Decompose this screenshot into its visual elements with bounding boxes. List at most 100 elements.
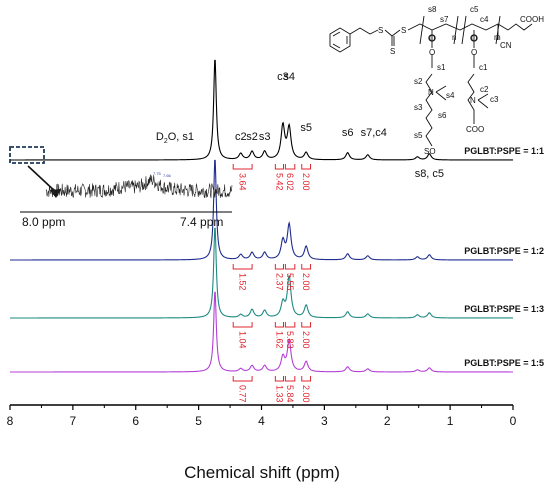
sample-labels: PGLBT:PSPE = 1:1 PGLBT:PSPE = 1:2 PGLBT:PS… bbox=[464, 146, 544, 368]
site-c5: c5 bbox=[470, 5, 479, 14]
integration-bracket bbox=[274, 164, 285, 170]
inset-trace bbox=[45, 174, 233, 199]
x-tick-label: 8 bbox=[7, 414, 14, 428]
ring-mark bbox=[470, 34, 478, 42]
site-c4: c4 bbox=[480, 15, 489, 24]
inset-left-label: 8.0 ppm bbox=[22, 215, 65, 229]
peak-label: s8, c5 bbox=[415, 168, 444, 180]
integration-bracket bbox=[274, 322, 285, 328]
integration-bracket bbox=[232, 164, 253, 170]
x-tick-label: 3 bbox=[321, 414, 328, 428]
integration-value: 2.00 bbox=[301, 273, 311, 291]
spectra-traces bbox=[10, 59, 513, 373]
atom-o2: O bbox=[429, 48, 435, 57]
site-s3: s3 bbox=[414, 103, 423, 112]
integration-value: 6.02 bbox=[285, 173, 295, 191]
atom-cn: CN bbox=[500, 41, 512, 50]
sulfobetaine-chain bbox=[425, 73, 433, 147]
site-s5: s5 bbox=[414, 131, 423, 140]
integration-value: 1.04 bbox=[238, 331, 248, 349]
x-axis: 8 7 6 5 4 3 2 1 0 Chemical shift (ppm) bbox=[7, 404, 517, 482]
peak-label: s2 bbox=[246, 131, 258, 143]
integration-bracket bbox=[284, 164, 296, 170]
integration-value: 2.00 bbox=[301, 385, 311, 403]
integration-value: 2.00 bbox=[301, 173, 311, 191]
spectrum-trace bbox=[10, 159, 513, 261]
sample-label: PGLBT:PSPE = 1:3 bbox=[464, 304, 544, 314]
integration-bracket bbox=[301, 164, 312, 170]
atom-o3: O bbox=[471, 34, 477, 43]
methyl-bond bbox=[435, 91, 447, 101]
site-s6: s6 bbox=[438, 111, 447, 120]
atom-s1: S bbox=[378, 26, 383, 35]
integration-value: 1.33 bbox=[274, 385, 284, 403]
integrations: 3.64 5.42 6.02 2.00 1.52 2.37 5.55 2.00 1.04 1.62… bbox=[232, 164, 312, 403]
sample-label: PGLBT:PSPE = 1:1 bbox=[464, 146, 544, 156]
aromatic-bond bbox=[332, 43, 341, 49]
integration-value: 2.37 bbox=[274, 273, 284, 291]
inset-peak-annotation-1: 7.75 bbox=[153, 171, 162, 176]
integration-bracket bbox=[274, 264, 285, 270]
inset-zoom: 8.0 ppm 7.4 ppm 7.75 7.66 bbox=[9, 146, 233, 229]
integration-value: 1.52 bbox=[238, 273, 248, 291]
chemical-structure bbox=[329, 15, 533, 147]
x-tick-label: 5 bbox=[195, 414, 202, 428]
site-s4: s4 bbox=[446, 91, 455, 100]
integration-bracket bbox=[301, 376, 312, 382]
peak-label-tail: O, s1 bbox=[168, 131, 194, 143]
integration-bracket bbox=[274, 376, 285, 382]
ring-mark bbox=[428, 34, 436, 42]
methyl-bond bbox=[477, 93, 489, 101]
atom-coo: COO bbox=[466, 125, 484, 134]
methyl-bond bbox=[477, 99, 489, 109]
x-tick-label: 7 bbox=[70, 414, 77, 428]
x-tick-label: 1 bbox=[447, 414, 454, 428]
acid-chain bbox=[507, 23, 533, 31]
peak-label: s3 bbox=[259, 131, 271, 143]
benzene-ring bbox=[329, 27, 351, 53]
integration-value: 5.55 bbox=[285, 273, 295, 291]
integration-value: 5.83 bbox=[285, 331, 295, 349]
integration-bracket bbox=[232, 322, 253, 328]
x-ticks: 8 7 6 5 4 3 2 1 0 bbox=[7, 405, 517, 428]
peak-label: s6 bbox=[342, 127, 354, 139]
atom-o1: O bbox=[429, 34, 435, 43]
site-c3: c3 bbox=[490, 95, 499, 104]
site-c2: c2 bbox=[480, 85, 489, 94]
x-tick-label: 0 bbox=[510, 414, 517, 428]
aromatic-bond bbox=[332, 31, 341, 37]
x-tick-label: 2 bbox=[384, 414, 391, 428]
x-tick-label: 4 bbox=[258, 414, 265, 428]
integration-bracket bbox=[284, 322, 296, 328]
integration-value: 2.00 bbox=[301, 331, 311, 349]
repeat-m: m bbox=[494, 33, 501, 42]
atom-n1: N bbox=[428, 88, 434, 97]
x-axis-label: Chemical shift (ppm) bbox=[184, 463, 340, 482]
zoom-region-box bbox=[9, 146, 45, 164]
x-tick-label: 6 bbox=[132, 414, 139, 428]
inset-peak-annotation-2: 7.66 bbox=[163, 173, 172, 178]
inset-right-label: 7.4 ppm bbox=[180, 215, 223, 229]
integration-value: 5.84 bbox=[285, 385, 295, 403]
integration-value: 5.42 bbox=[274, 173, 284, 191]
site-s2: s2 bbox=[414, 77, 423, 86]
sample-label: PGLBT:PSPE = 1:2 bbox=[464, 246, 544, 256]
peak-label: c2 bbox=[235, 131, 247, 143]
zoom-arrow-line bbox=[27, 165, 59, 195]
trithiocarbonate bbox=[384, 29, 401, 37]
site-s1: s1 bbox=[437, 63, 446, 72]
peak-label: s4 bbox=[283, 71, 295, 83]
polymer-backbone bbox=[407, 23, 509, 31]
atom-o4: O bbox=[471, 48, 477, 57]
repeat-n: n bbox=[452, 33, 456, 42]
integration-bracket bbox=[301, 322, 312, 328]
sample-label: PGLBT:PSPE = 1:5 bbox=[464, 358, 544, 368]
bracket bbox=[419, 15, 425, 45]
integration-value: 3.64 bbox=[238, 173, 248, 191]
site-c1: c1 bbox=[479, 63, 488, 72]
peak-label: s5 bbox=[300, 122, 312, 134]
bracket bbox=[461, 15, 467, 45]
peak-label: D2O, s1 bbox=[156, 131, 194, 145]
